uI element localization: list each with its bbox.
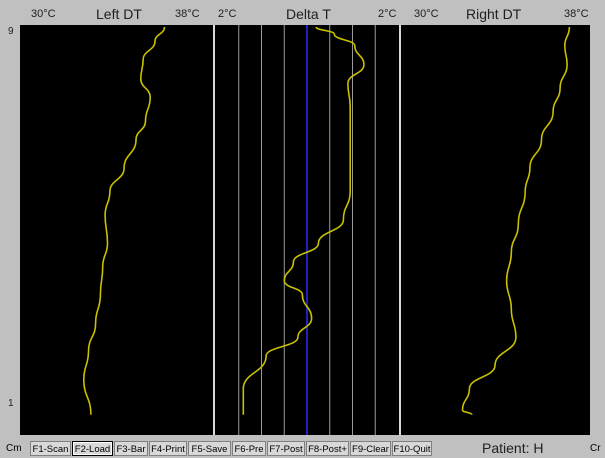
fkey-f3-bar[interactable]: F3-Bar: [114, 441, 148, 456]
right-max-label: 38°C: [564, 8, 589, 20]
y-axis-top-label: 9: [8, 26, 14, 37]
panel-separator-left: [213, 25, 215, 435]
fkey-f4-print[interactable]: F4-Print: [149, 441, 187, 456]
fkey-f1-scan[interactable]: F1-Scan: [30, 441, 71, 456]
left-max-label: 38°C: [175, 8, 200, 20]
fkey-f2-load[interactable]: F2-Load: [72, 441, 113, 456]
fkey-f6-pre[interactable]: F6-Pre: [232, 441, 266, 456]
fkey-f10-quit[interactable]: F10-Quit: [392, 441, 432, 456]
left-min-label: 30°C: [31, 8, 56, 20]
fkey-f9-clear[interactable]: F9-Clear: [350, 441, 391, 456]
header-bar: 30°C Left DT 38°C 2°C Delta T 2°C 30°C R…: [0, 6, 605, 24]
panel-separator-right: [399, 25, 401, 435]
right-unit-label: Cr: [590, 443, 601, 454]
function-key-bar: Cm F1-Scan F2-Load F3-Bar F4-Print F5-Save F6…: [0, 440, 605, 458]
plot-area: [20, 25, 590, 435]
left-temperature-trace: [82, 26, 166, 415]
y-axis-unit-label: Cm: [6, 443, 22, 454]
plot-svg: [82, 25, 571, 435]
y-axis-bottom-label: 1: [8, 398, 14, 409]
center-temperature-trace: [242, 26, 365, 415]
fkey-f8-post-[interactable]: F8-Post+: [306, 441, 349, 456]
fkey-f7-post[interactable]: F7-Post: [267, 441, 305, 456]
left-panel-title: Left DT: [96, 6, 142, 22]
center-min-label: 2°C: [218, 8, 237, 20]
center-panel-title: Delta T: [286, 6, 331, 22]
right-temperature-trace: [461, 26, 571, 416]
fkey-f5-save[interactable]: F5-Save: [188, 441, 231, 456]
right-panel-title: Right DT: [466, 6, 522, 22]
right-min-label: 30°C: [414, 8, 439, 20]
patient-label: Patient: H: [482, 440, 544, 456]
center-max-label: 2°C: [378, 8, 397, 20]
